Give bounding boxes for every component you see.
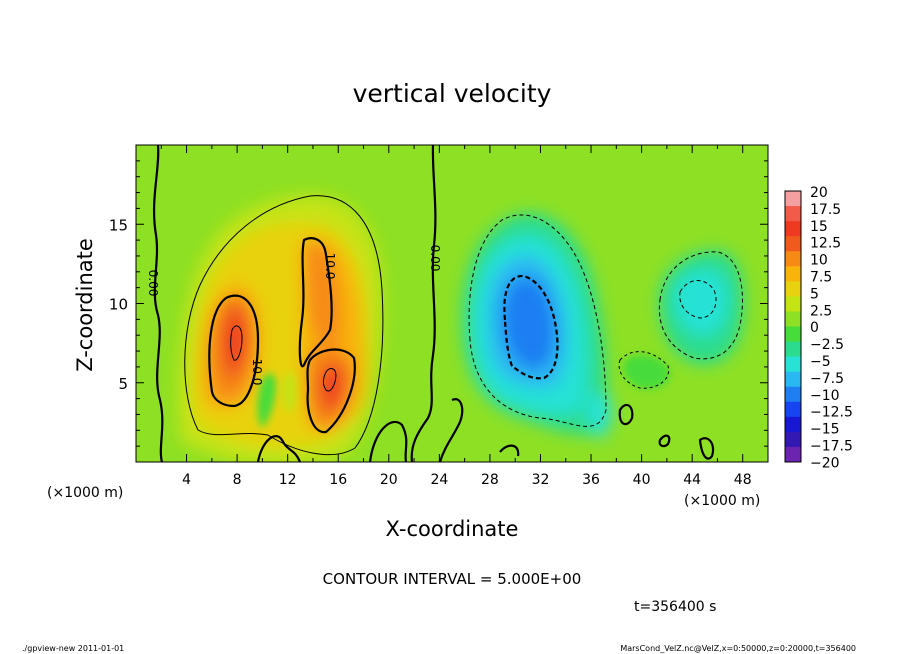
- colorbar-label: −7.5: [810, 371, 844, 387]
- colorbar-label: 15: [810, 219, 828, 235]
- x-tick-label: 40: [633, 472, 651, 488]
- contour-label: 10.0: [250, 359, 264, 386]
- y-tick-label: 5: [118, 375, 128, 393]
- contour-label: 0.00: [146, 270, 160, 297]
- colorbar-label: −20: [810, 455, 840, 471]
- y-tick-label: 10: [109, 296, 128, 314]
- colorbar-swatch: [785, 416, 801, 433]
- colorbar: 2017.51512.5107.552.50−2.5−5−7.5−10−12.5…: [784, 185, 853, 471]
- contour-labels: 0.00 10.0 10.0 0.00: [146, 245, 442, 386]
- colorbar-swatch: [785, 296, 801, 312]
- colorbar-label: 20: [810, 185, 828, 201]
- footer-right: MarsCond_VelZ.nc@VelZ,x=0:50000,z=0:2000…: [620, 644, 856, 653]
- colorbar-swatch: [785, 266, 801, 282]
- x-tick-label: 24: [430, 472, 448, 488]
- x-tick-label: 12: [279, 472, 297, 488]
- colorbar-label: −5: [810, 354, 831, 370]
- colorbar-swatch: [785, 401, 801, 418]
- y-tick-label: 15: [109, 216, 128, 234]
- x-unit-label-left: (×1000 m): [47, 485, 123, 501]
- colorbar-label: 17.5: [810, 202, 841, 218]
- colorbar-label: 5: [810, 286, 819, 302]
- colorbar-label: 12.5: [810, 236, 841, 252]
- colorbar-label: 7.5: [810, 270, 832, 286]
- colorbar-label: −10: [810, 388, 840, 404]
- y-axis-label: Z-coordinate: [73, 238, 97, 372]
- colorbar-frame: [784, 190, 802, 463]
- colorbar-label: −15: [810, 422, 840, 438]
- colorbar-swatch: [785, 446, 801, 463]
- colorbar-swatch: [785, 236, 801, 252]
- colorbar-swatch: [785, 281, 801, 297]
- x-tick-label: 28: [481, 472, 499, 488]
- footer-left: ./gpview-new 2011-01-01: [22, 644, 124, 653]
- contour-interval-text: CONTOUR INTERVAL = 5.000E+00: [323, 570, 582, 588]
- colorbar-swatch: [785, 341, 801, 358]
- colorbar-label: 0: [810, 320, 819, 336]
- x-tick-label: 36: [582, 472, 600, 488]
- colorbar-swatch: [785, 191, 801, 207]
- colorbar-label: −12.5: [810, 405, 853, 421]
- colorbar-swatch: [785, 371, 801, 388]
- x-tick-label: 8: [233, 472, 242, 488]
- x-axis-label: X-coordinate: [386, 517, 519, 541]
- colorbar-label: 2.5: [810, 303, 832, 319]
- colorbar-swatch: [785, 251, 801, 267]
- colorbar-swatch: [785, 386, 801, 403]
- plot-area: [136, 145, 768, 462]
- colorbar-swatch: [785, 221, 801, 237]
- x-tick-label: 32: [532, 472, 550, 488]
- time-label: t=356400 s: [634, 599, 716, 615]
- colorbar-swatch: [785, 206, 801, 222]
- x-tick-label: 20: [380, 472, 398, 488]
- contour-label: 10.0: [323, 253, 337, 280]
- x-tick-label: 44: [683, 472, 701, 488]
- colorbar-label: −17.5: [810, 439, 853, 455]
- negative-anomaly-field: [461, 212, 745, 439]
- x-tick-label: 48: [734, 472, 752, 488]
- x-tick-label: 4: [182, 472, 191, 488]
- colorbar-swatch: [785, 311, 801, 327]
- positive-anomaly-field: [178, 195, 383, 462]
- colorbar-label: 10: [810, 253, 828, 269]
- colorbar-swatch: [785, 326, 801, 343]
- small-scale-features: [257, 354, 671, 428]
- y-axis-ticks: 5 10 15: [109, 160, 768, 447]
- x-tick-label: 16: [329, 472, 347, 488]
- contour-label: 0.00: [428, 245, 442, 272]
- colorbar-label: −2.5: [810, 337, 844, 353]
- colorbar-swatch: [785, 431, 801, 448]
- x-axis-ticks: 4 8 12 16 20 24 28 32 36 40 44 48: [135, 145, 769, 488]
- x-unit-label-right: (×1000 m): [684, 493, 760, 509]
- colorbar-swatch: [785, 356, 801, 373]
- chart-title: vertical velocity: [353, 79, 552, 108]
- contour-lines: [152, 145, 743, 462]
